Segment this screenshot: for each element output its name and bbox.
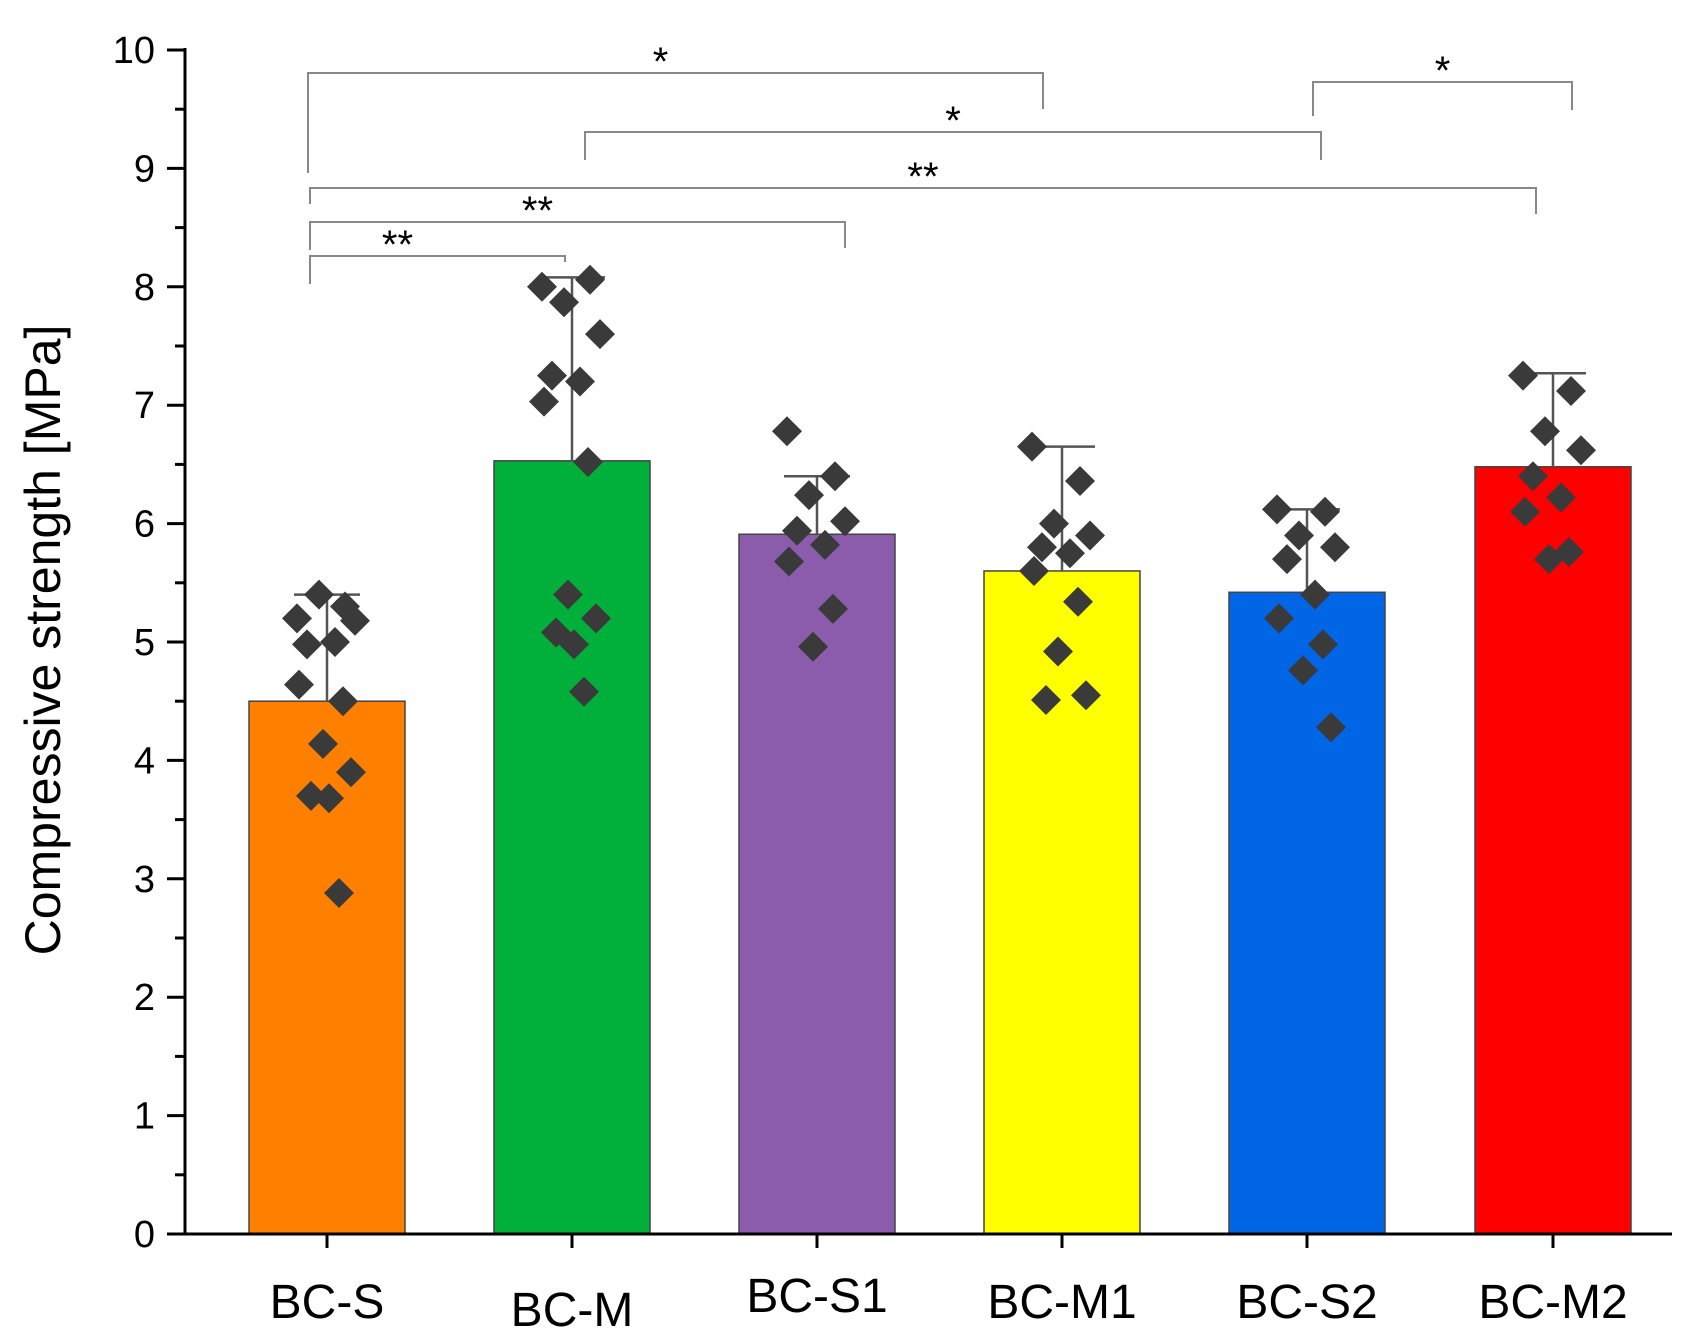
data-point — [1510, 496, 1540, 527]
data-point — [1031, 685, 1061, 716]
data-point — [1075, 520, 1105, 551]
data-point — [798, 631, 828, 662]
data-point — [1284, 520, 1314, 551]
bar-bc-m2 — [1474, 466, 1632, 1235]
bar-bc-m1 — [983, 570, 1141, 1235]
x-tick-label: BC-M1 — [987, 1276, 1136, 1329]
y-tick-label: 0 — [134, 1214, 155, 1256]
significance-marker: * — [653, 40, 669, 84]
data-point — [1071, 680, 1101, 711]
significance-marker: * — [1435, 49, 1451, 93]
data-point — [810, 529, 840, 560]
significance-bracket — [307, 72, 1044, 173]
data-point — [1316, 712, 1346, 743]
data-point — [1546, 482, 1576, 513]
x-tick-label: BC-S1 — [746, 1270, 887, 1323]
data-point — [818, 593, 848, 624]
data-point — [340, 605, 370, 636]
data-point — [794, 480, 824, 511]
x-tick-label: BC-S2 — [1236, 1276, 1377, 1329]
significance-bracket — [1312, 81, 1573, 116]
y-tick-label: 9 — [134, 148, 155, 190]
data-point — [1534, 544, 1564, 575]
significance-marker: ** — [522, 189, 553, 233]
data-point — [1518, 461, 1548, 492]
data-point — [573, 447, 603, 478]
significance-bracket — [309, 255, 566, 284]
plot-area: 0 1 2 3 4 5 6 7 8 9 10 BC-S BC-M BC-S1 BC-M1 BC-S2 BC-M2… — [113, 30, 1672, 1331]
data-point — [308, 728, 338, 759]
data-point — [830, 506, 860, 537]
data-point — [537, 360, 567, 391]
data-point — [336, 757, 366, 788]
data-point — [782, 515, 812, 546]
data-point — [565, 366, 595, 397]
data-point — [1308, 629, 1338, 660]
data-point — [529, 386, 559, 417]
y-tick-label: 8 — [134, 267, 155, 309]
data-point — [296, 780, 326, 811]
y-tick-label: 2 — [134, 977, 155, 1019]
data-point — [324, 878, 354, 909]
data-point — [1043, 636, 1073, 667]
significance-marker: * — [945, 99, 961, 143]
data-point — [1055, 538, 1085, 569]
data-point — [553, 579, 583, 610]
y-tick-label: 5 — [134, 622, 155, 664]
data-point — [314, 783, 344, 814]
data-point — [1027, 532, 1057, 563]
data-point — [328, 686, 358, 717]
data-point — [1288, 655, 1318, 686]
data-point — [527, 271, 557, 302]
data-point — [304, 579, 334, 610]
data-point — [1508, 360, 1538, 391]
data-point — [1019, 555, 1049, 586]
significance-bracket — [584, 131, 1322, 160]
data-point — [581, 603, 611, 634]
significance-marker: ** — [907, 155, 938, 199]
data-point — [1017, 431, 1047, 462]
x-tick-label: BC-M — [511, 1284, 634, 1331]
y-tick-label: 7 — [134, 385, 155, 427]
data-point — [1264, 603, 1294, 634]
significance-marker: ** — [382, 223, 413, 267]
x-tick-label: BC-M2 — [1478, 1276, 1627, 1329]
data-point — [1530, 416, 1560, 447]
y-tick-label: 10 — [113, 30, 155, 72]
data-point — [292, 629, 322, 660]
bar-bc-m — [493, 460, 651, 1235]
y-tick-label: 3 — [134, 859, 155, 901]
data-point — [1272, 544, 1302, 575]
data-point — [1039, 508, 1069, 539]
data-point — [774, 546, 804, 577]
y-tick-label: 1 — [134, 1096, 155, 1138]
y-tick-label: 4 — [134, 740, 155, 782]
bar-bc-s — [248, 700, 406, 1235]
data-point — [1262, 494, 1292, 525]
data-point — [284, 669, 314, 700]
x-tick-label: BC-S — [270, 1276, 385, 1329]
significance-bracket — [309, 187, 1537, 214]
data-point — [282, 603, 312, 634]
data-point — [1320, 532, 1350, 563]
significance-bracket — [309, 221, 846, 250]
data-point — [1310, 496, 1340, 527]
data-point — [585, 319, 615, 350]
data-point — [820, 461, 850, 492]
data-point — [1556, 375, 1586, 406]
data-point — [1566, 435, 1596, 466]
y-tick-label: 6 — [134, 504, 155, 546]
data-point — [772, 416, 802, 447]
data-point — [1063, 586, 1093, 617]
data-point — [320, 627, 350, 657]
data-point — [559, 629, 589, 660]
data-point — [569, 676, 599, 707]
data-point — [1065, 465, 1095, 496]
data-point — [1300, 579, 1330, 610]
data-point — [575, 264, 605, 295]
y-axis-title: Compressive strength [MPa] — [15, 325, 71, 956]
data-point — [549, 287, 579, 318]
bar-bc-s2 — [1228, 591, 1386, 1235]
